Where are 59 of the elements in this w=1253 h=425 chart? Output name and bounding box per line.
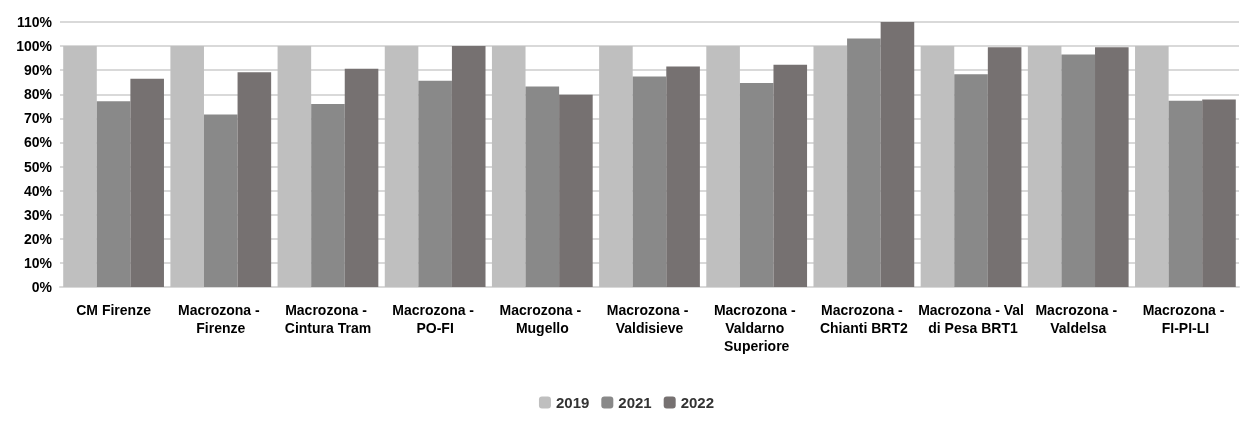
x-tick-label: Macrozona - Val di Pesa BRT1 xyxy=(918,302,1024,336)
bar xyxy=(987,47,1022,287)
bar xyxy=(237,72,272,287)
bar xyxy=(706,46,740,287)
x-tick-label: Macrozona - Chianti BRT2 xyxy=(819,302,909,336)
x-tick-label: Macrozona - Valdelsa xyxy=(1035,302,1122,336)
bar xyxy=(418,80,452,287)
bar xyxy=(880,22,915,287)
bar xyxy=(1095,47,1129,287)
bar xyxy=(203,114,238,287)
legend-label: 2022 xyxy=(680,394,715,411)
bar xyxy=(599,46,633,287)
x-tick-label: Macrozona - PO-FI xyxy=(392,302,478,336)
bar xyxy=(632,76,667,287)
legend-label: 2019 xyxy=(555,394,590,411)
bar xyxy=(1168,100,1203,287)
bar xyxy=(813,46,848,287)
legend-label: 2021 xyxy=(618,394,652,411)
y-tick-label: 50% xyxy=(23,158,53,175)
bar xyxy=(130,78,164,287)
y-tick-label: 80% xyxy=(23,86,53,103)
bar xyxy=(559,94,593,287)
bar xyxy=(451,46,486,287)
x-tick-label: Macrozona - Cintura Tram xyxy=(284,302,372,336)
bar xyxy=(277,46,312,287)
bar xyxy=(63,46,97,287)
bar xyxy=(666,66,700,287)
y-tick-label: 0% xyxy=(31,279,53,295)
bar xyxy=(954,74,988,287)
y-tick-label: 70% xyxy=(23,110,53,127)
bar xyxy=(525,86,560,287)
x-tick-label: Macrozona - Valdarno Superiore xyxy=(713,302,800,354)
bar xyxy=(773,64,808,287)
bar xyxy=(920,46,955,287)
y-tick-label: 40% xyxy=(23,182,53,199)
bar xyxy=(384,46,419,287)
bar xyxy=(311,103,345,287)
bar xyxy=(847,38,881,287)
bar xyxy=(1202,99,1236,287)
bar xyxy=(344,68,379,287)
y-tick-label: 10% xyxy=(23,254,53,271)
x-tick-label: Macrozona - FI-PI-LI xyxy=(1142,302,1229,336)
x-tick-label: CM Firenze xyxy=(76,302,152,318)
bar xyxy=(1061,54,1096,287)
bar xyxy=(170,46,204,287)
y-tick-label: 20% xyxy=(23,230,53,247)
y-tick-label: 30% xyxy=(23,206,53,223)
bar xyxy=(739,82,774,287)
x-tick-label: Macrozona - Valdisieve xyxy=(606,302,693,336)
bar xyxy=(1135,46,1169,287)
y-tick-label: 100% xyxy=(16,38,53,55)
y-tick-label: 90% xyxy=(23,62,53,79)
bar xyxy=(1027,46,1062,287)
x-tick-label: Macrozona - Mugello xyxy=(499,302,586,336)
y-tick-label: 60% xyxy=(23,134,53,151)
y-tick-label: 110% xyxy=(16,14,53,30)
bar xyxy=(491,46,526,287)
bar xyxy=(96,101,131,287)
x-tick-label: Macrozona - Firenze xyxy=(177,302,264,336)
